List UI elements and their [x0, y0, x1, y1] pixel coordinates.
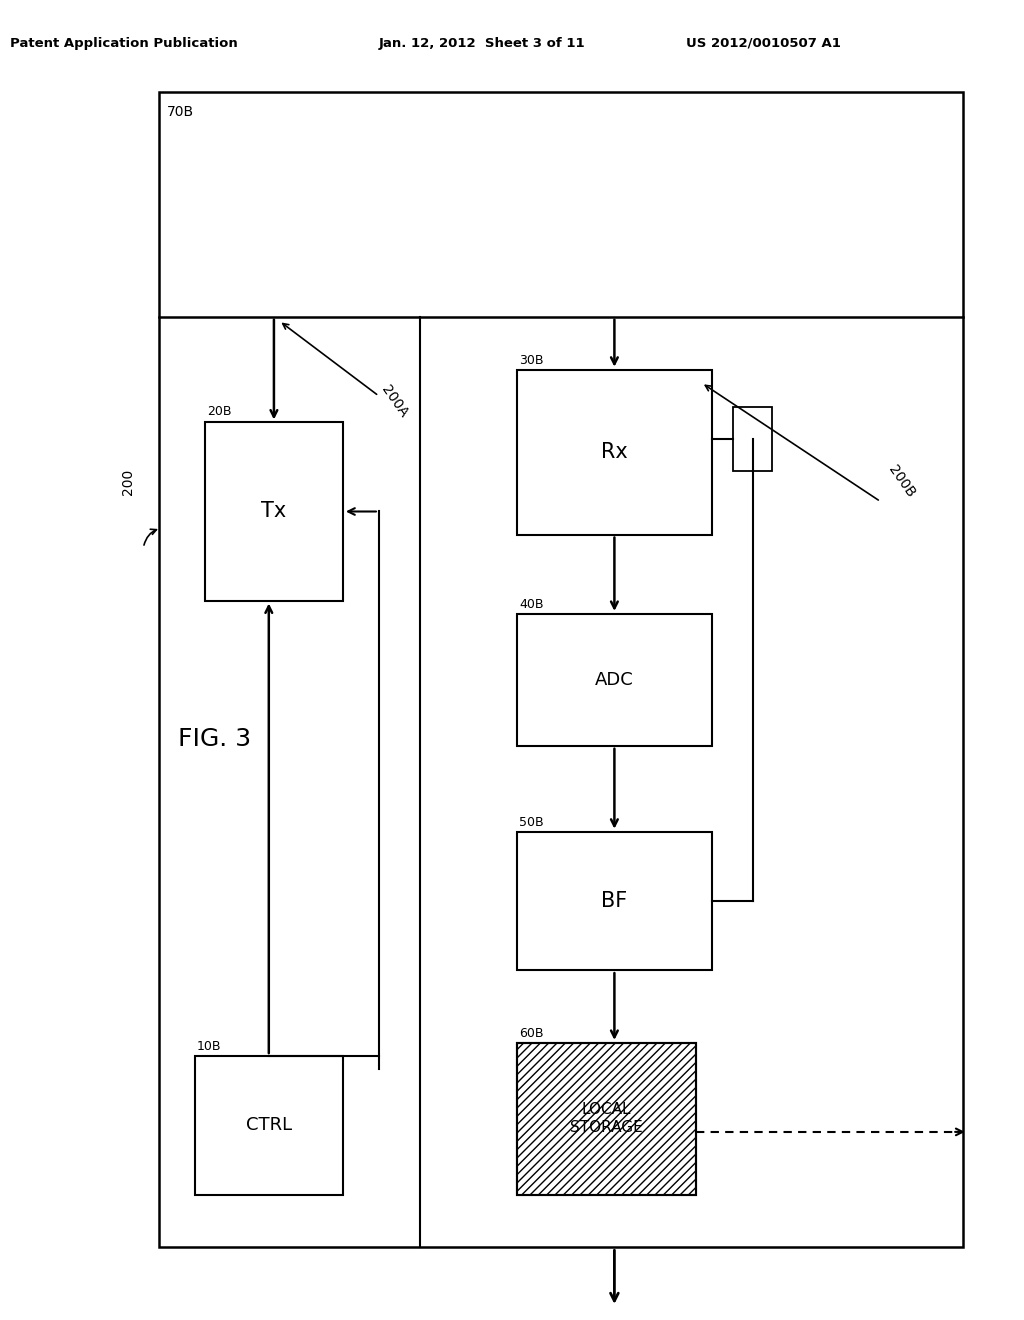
Text: Jan. 12, 2012  Sheet 3 of 11: Jan. 12, 2012 Sheet 3 of 11	[379, 37, 586, 50]
Text: US 2012/0010507 A1: US 2012/0010507 A1	[686, 37, 841, 50]
Text: Patent Application Publication: Patent Application Publication	[10, 37, 238, 50]
Text: LOCAL
STORAGE: LOCAL STORAGE	[570, 1102, 643, 1135]
Bar	[517, 1043, 696, 1195]
Text: 200A: 200A	[379, 383, 411, 420]
Text: CTRL: CTRL	[246, 1117, 292, 1134]
Text: 200B: 200B	[886, 463, 918, 500]
Bar	[517, 832, 712, 970]
Bar	[517, 614, 712, 746]
Text: ADC: ADC	[595, 671, 634, 689]
Text: 40B: 40B	[519, 598, 544, 611]
Text: 10B: 10B	[197, 1040, 221, 1053]
Text: BF: BF	[601, 891, 628, 911]
Text: Rx: Rx	[601, 442, 628, 462]
Bar	[517, 1043, 696, 1195]
Bar	[733, 407, 772, 471]
Bar	[195, 1056, 343, 1195]
Text: FIG. 3: FIG. 3	[178, 727, 252, 751]
Bar	[517, 370, 712, 535]
Bar	[205, 422, 343, 601]
Bar	[159, 92, 963, 1247]
Text: 70B: 70B	[167, 106, 194, 119]
Text: 30B: 30B	[519, 354, 544, 367]
Text: 50B: 50B	[519, 816, 544, 829]
Text: 60B: 60B	[519, 1027, 544, 1040]
Text: Tx: Tx	[261, 502, 287, 521]
Text: 200: 200	[121, 469, 135, 495]
Text: 20B: 20B	[207, 405, 231, 418]
